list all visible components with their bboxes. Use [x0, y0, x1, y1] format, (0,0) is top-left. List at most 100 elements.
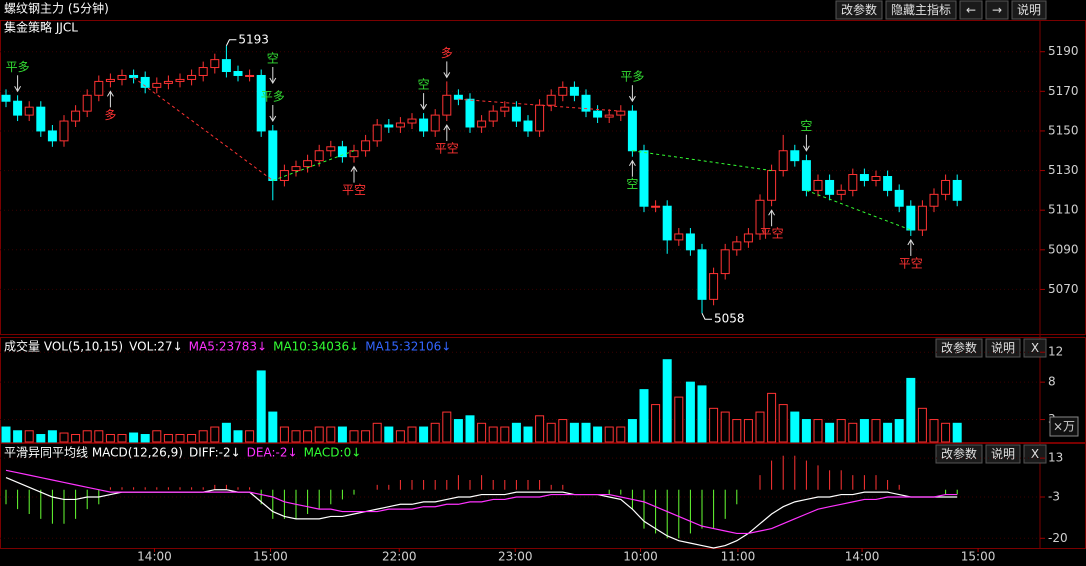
button[interactable]: X	[1023, 444, 1047, 464]
volume-bar	[546, 422, 556, 443]
y-tick-label: 12	[1048, 345, 1063, 359]
button[interactable]: 说明	[985, 338, 1021, 358]
candle-body	[836, 189, 846, 195]
volume-bar	[558, 419, 568, 443]
button-frame	[985, 338, 1021, 358]
button-label: 说明	[991, 446, 1015, 461]
candle-body	[593, 110, 603, 118]
x-tick-label: 22:00	[382, 550, 417, 564]
y-tick-label: 5110	[1048, 203, 1079, 217]
candle-body	[187, 74, 197, 80]
candle-body	[801, 160, 811, 191]
button[interactable]: 说明	[985, 444, 1021, 464]
button-label: 说明	[1017, 2, 1041, 17]
button[interactable]: 改参数	[935, 338, 983, 358]
candle-body	[94, 80, 104, 96]
window-title: 螺纹钢主力 (5分钟)	[4, 1, 109, 16]
button-label: ←	[966, 3, 976, 17]
volume-bar	[732, 419, 742, 443]
volume-bar	[848, 422, 858, 443]
x-tick-label: 15:00	[253, 550, 288, 564]
button-label: 隐藏主指标	[891, 2, 951, 17]
button[interactable]: ←	[959, 0, 983, 20]
volume-bar	[500, 426, 510, 443]
candle-body	[59, 120, 69, 142]
volume-bar	[894, 419, 904, 443]
extreme-marker	[701, 312, 712, 320]
candle-body	[616, 110, 626, 116]
volume-bar	[59, 432, 69, 443]
volume-bar	[836, 419, 846, 443]
signal-arrowhead	[106, 90, 114, 97]
candle-body	[825, 179, 835, 195]
legend-entry: MA5:23783↓	[189, 340, 267, 354]
signal-label: 平空	[899, 256, 923, 270]
signal-arrowhead	[269, 115, 277, 122]
volume-bar	[268, 411, 278, 443]
volume-bar	[407, 426, 417, 443]
candle-body	[685, 233, 695, 251]
candle-body	[941, 179, 951, 195]
candle-body	[511, 106, 521, 122]
volume-bar	[210, 426, 220, 443]
candle-body	[500, 106, 510, 112]
signal-arrowhead	[768, 209, 776, 216]
candle-body	[303, 160, 313, 168]
button-label: 说明	[991, 340, 1015, 355]
volume-bar	[697, 385, 707, 443]
signal-arrowhead	[350, 165, 358, 172]
volume-bar	[477, 422, 487, 443]
volume-bar	[326, 426, 336, 443]
candle-body	[906, 205, 916, 231]
x-tick-label: 23:00	[498, 550, 533, 564]
candle-body	[952, 179, 962, 201]
candle-body	[407, 118, 417, 124]
candle-body	[743, 233, 753, 243]
signal-arrowhead	[443, 72, 451, 79]
button-frame	[935, 338, 983, 358]
y-tick-label: 5190	[1048, 44, 1079, 58]
volume-bar	[1, 426, 11, 443]
signal-label: 平空	[435, 142, 459, 156]
candle-body	[152, 82, 162, 88]
volume-bar	[152, 430, 162, 443]
volume-bar	[639, 389, 649, 443]
volume-bar	[13, 430, 23, 443]
candle-body	[210, 59, 220, 69]
candle-body	[453, 94, 463, 100]
candle-body	[337, 146, 347, 158]
volume-bar	[129, 432, 139, 443]
button[interactable]: 说明	[1011, 0, 1047, 20]
candle-body	[129, 74, 139, 78]
candle-body	[477, 120, 487, 128]
panel-title: 平滑异同平均线 MACD(12,26,9)	[4, 446, 183, 460]
unit-box	[1049, 416, 1079, 437]
x-tick-label: 11:00	[721, 550, 756, 564]
extreme-label: 5058	[714, 312, 745, 326]
candle-body	[13, 100, 23, 116]
button[interactable]: →	[985, 0, 1009, 20]
volume-bar	[488, 426, 498, 443]
volume-bar	[175, 434, 185, 443]
y-tick-label: 8	[1048, 375, 1056, 389]
candle-body	[163, 80, 173, 84]
y-tick-label: 5130	[1048, 163, 1079, 177]
button[interactable]: 改参数	[935, 444, 983, 464]
volume-bar	[82, 430, 92, 443]
volume-bar	[245, 430, 255, 443]
volume-bar	[233, 430, 243, 443]
panel-title: 成交量 VOL(5,10,15)	[4, 339, 123, 354]
volume-bar	[36, 434, 46, 443]
button[interactable]: 改参数	[835, 0, 883, 20]
button[interactable]: X	[1023, 338, 1047, 358]
button[interactable]: 隐藏主指标	[885, 0, 957, 20]
volume-bar	[221, 422, 231, 443]
button-label: 改参数	[841, 2, 877, 17]
volume-bar	[453, 419, 463, 443]
volume-bar	[291, 430, 301, 443]
volume-bar	[778, 404, 788, 443]
candle-body	[198, 67, 208, 76]
candle-body	[848, 174, 858, 191]
volume-bar	[430, 422, 440, 443]
volume-bar	[651, 404, 661, 443]
